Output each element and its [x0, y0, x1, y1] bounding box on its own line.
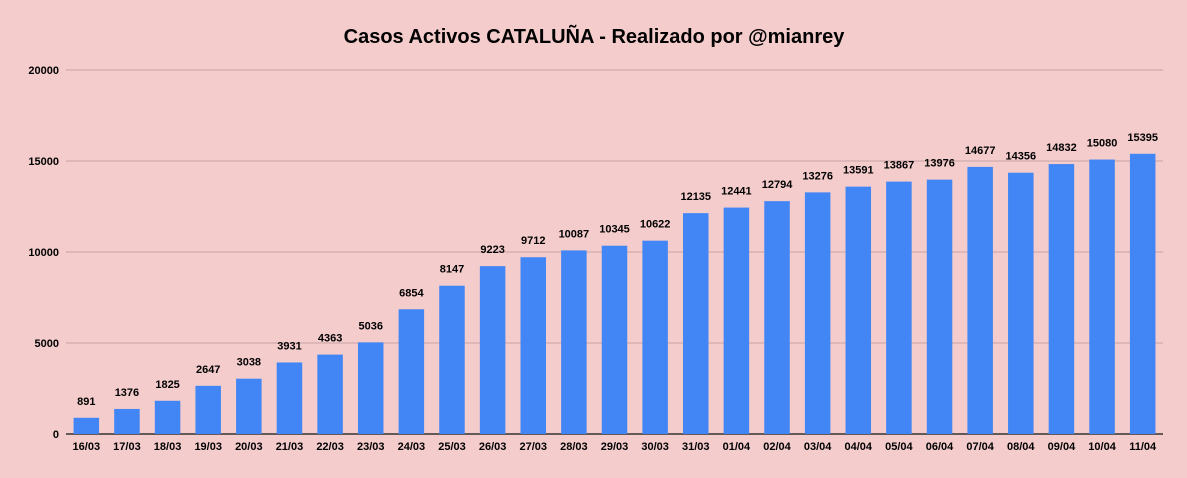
x-tick-label: 31/03 [682, 441, 710, 453]
bar-value-label: 2647 [196, 364, 220, 376]
x-tick-label: 09/04 [1048, 441, 1076, 453]
x-tick-label: 19/03 [194, 441, 222, 453]
bar [276, 362, 303, 434]
x-tick-label: 26/03 [479, 441, 507, 453]
bar-value-label: 10622 [640, 219, 671, 231]
x-tick-label: 20/03 [235, 441, 263, 453]
x-tick-label: 11/04 [1129, 441, 1157, 453]
bar-value-label: 13976 [924, 158, 955, 170]
x-tick-label: 25/03 [438, 441, 466, 453]
bar [561, 250, 587, 434]
bar-value-label: 13867 [884, 160, 915, 172]
bar-value-label: 15395 [1127, 132, 1158, 144]
bar-value-label: 13591 [843, 165, 874, 177]
x-tick-label: 05/04 [885, 441, 913, 453]
x-tick-label: 10/04 [1088, 441, 1116, 453]
bar [804, 192, 831, 434]
bar [479, 266, 506, 434]
bar [195, 385, 221, 434]
x-tick-label: 06/04 [926, 441, 954, 453]
bar [114, 408, 140, 434]
x-tick-label: 04/04 [845, 441, 873, 453]
bar-value-label: 9712 [521, 235, 545, 247]
bar [520, 257, 546, 434]
bar [601, 245, 628, 434]
data-labels: 891 1376 1825 2647 3038 3931 4363 5036 6854 8147 9… [77, 132, 1158, 408]
x-tick-label: 01/04 [723, 441, 751, 453]
bar [723, 207, 750, 434]
x-tick-label: 07/04 [966, 441, 994, 453]
x-tick-label: 22/03 [316, 441, 344, 453]
y-tick-label: 20000 [28, 65, 59, 77]
y-axis: 0 5000 10000 15000 20000 [28, 65, 59, 441]
bar-value-label: 3038 [237, 357, 261, 369]
x-tick-label: 08/04 [1007, 441, 1035, 453]
bar [1008, 172, 1034, 434]
bar [886, 181, 912, 434]
bar-value-label: 6854 [399, 287, 424, 299]
bar-value-label: 1825 [155, 379, 179, 391]
bar-value-label: 14356 [1005, 151, 1036, 163]
bar [1129, 153, 1156, 434]
bar [1089, 159, 1115, 434]
bar-value-label: 891 [77, 396, 95, 408]
x-tick-label: 03/04 [804, 441, 832, 453]
bar [764, 201, 790, 434]
bar-value-label: 3931 [277, 340, 301, 352]
bar [154, 400, 181, 434]
x-tick-label: 24/03 [398, 441, 426, 453]
bar [73, 417, 100, 434]
bar-value-label: 14832 [1046, 142, 1077, 154]
bar [926, 179, 953, 434]
y-tick-label: 0 [53, 429, 59, 441]
bar-value-label: 12135 [680, 191, 711, 203]
bar [967, 166, 993, 434]
bar [357, 342, 384, 434]
bar-value-label: 8147 [440, 264, 464, 276]
x-tick-label: 18/03 [154, 441, 182, 453]
x-tick-label: 23/03 [357, 441, 385, 453]
x-tick-label: 30/03 [641, 441, 669, 453]
bar [642, 240, 668, 434]
bar-value-label: 15080 [1087, 138, 1118, 150]
x-tick-label: 17/03 [113, 441, 141, 453]
x-tick-label: 28/03 [560, 441, 588, 453]
bar-value-label: 14677 [965, 145, 996, 157]
bar-value-label: 5036 [358, 320, 382, 332]
x-tick-label: 27/03 [519, 441, 547, 453]
x-axis: 16/03 17/03 18/03 19/03 20/03 21/03 22/03 23/03… [73, 441, 1157, 453]
bar-value-label: 1376 [115, 387, 139, 399]
x-tick-label: 02/04 [763, 441, 791, 453]
bar [683, 213, 709, 434]
x-tick-label: 21/03 [276, 441, 304, 453]
bars [73, 153, 1156, 434]
y-tick-label: 15000 [28, 156, 59, 168]
bar-value-label: 10087 [559, 228, 590, 240]
bar [845, 186, 872, 434]
bar-value-label: 13276 [802, 170, 833, 182]
bar-value-label: 10345 [599, 224, 630, 236]
bar-value-label: 12441 [721, 186, 752, 198]
y-tick-label: 5000 [35, 338, 59, 350]
y-tick-label: 10000 [28, 247, 59, 259]
chart-title: Casos Activos CATALUÑA - Realizado por @… [344, 25, 846, 48]
bar [398, 309, 425, 434]
bar-value-label: 4363 [318, 333, 342, 345]
bar-value-label: 9223 [480, 244, 504, 256]
bar [317, 354, 343, 434]
x-tick-label: 29/03 [601, 441, 629, 453]
x-tick-label: 16/03 [73, 441, 101, 453]
bar [439, 285, 465, 434]
bar-value-label: 12794 [762, 179, 793, 191]
bar [236, 378, 262, 434]
bar [1048, 164, 1075, 434]
